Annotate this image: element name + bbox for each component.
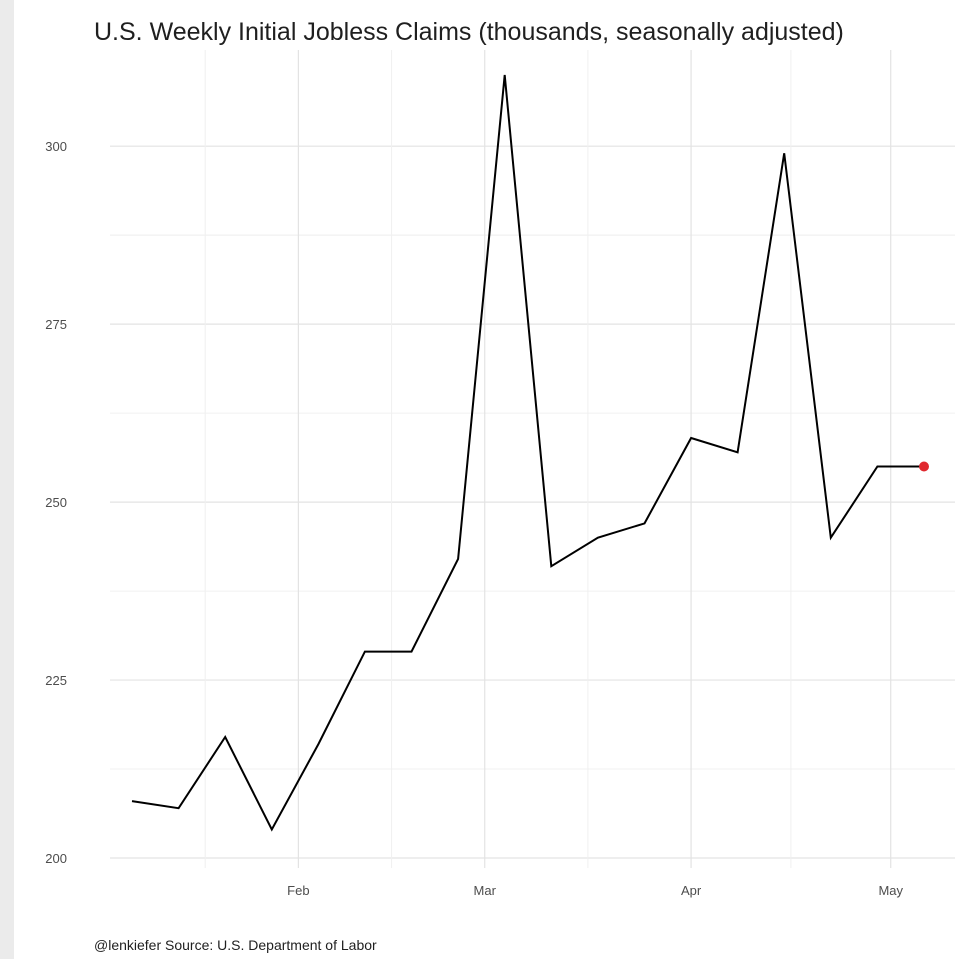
x-tick-label: May bbox=[878, 883, 903, 898]
x-tick-label: Mar bbox=[474, 883, 497, 898]
series-layer bbox=[131, 74, 929, 832]
chart-title: U.S. Weekly Initial Jobless Claims (thou… bbox=[94, 18, 844, 46]
y-tick-label: 250 bbox=[45, 495, 67, 510]
latest-point-marker bbox=[919, 461, 929, 472]
series-line bbox=[131, 74, 924, 832]
grid bbox=[110, 50, 955, 868]
chart-caption: @lenkiefer Source: U.S. Department of La… bbox=[94, 937, 377, 953]
y-tick-label: 200 bbox=[45, 851, 67, 866]
y-tick-label: 225 bbox=[45, 673, 67, 688]
y-axis-ticks: 200 225 250 275 300 bbox=[45, 139, 67, 866]
chart-panel: U.S. Weekly Initial Jobless Claims (thou… bbox=[14, 0, 955, 959]
y-tick-label: 275 bbox=[45, 317, 67, 332]
x-axis-ticks: Feb Mar Apr May bbox=[287, 883, 903, 898]
x-tick-label: Feb bbox=[287, 883, 309, 898]
y-tick-label: 300 bbox=[45, 139, 67, 154]
line-chart: U.S. Weekly Initial Jobless Claims (thou… bbox=[45, 18, 955, 953]
x-tick-label: Apr bbox=[681, 883, 702, 898]
